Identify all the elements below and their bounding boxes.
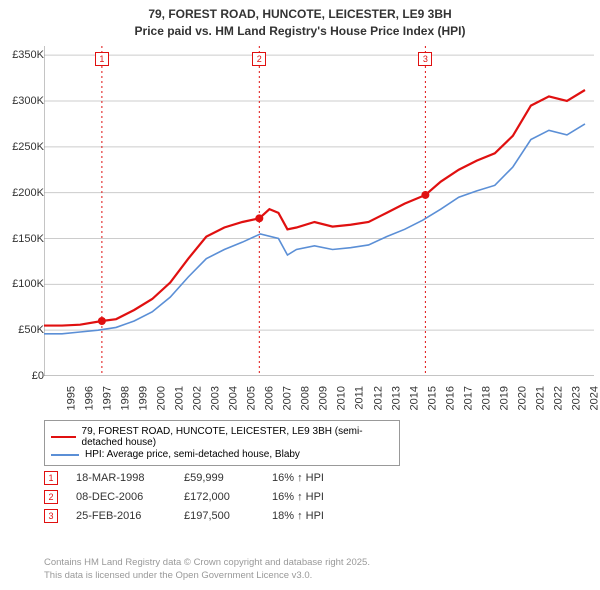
sales-row-date: 25-FEB-2016 — [76, 510, 166, 522]
legend: 79, FOREST ROAD, HUNCOTE, LEICESTER, LE9… — [44, 420, 400, 466]
y-tick-label: £200K — [4, 187, 44, 199]
y-tick-label: £100K — [4, 278, 44, 290]
sales-row-marker: 3 — [44, 509, 58, 523]
y-tick-label: £150K — [4, 233, 44, 245]
title-line-1: 79, FOREST ROAD, HUNCOTE, LEICESTER, LE9… — [0, 6, 600, 23]
sales-row-price: £172,000 — [184, 491, 254, 503]
sales-row: 2 08-DEC-2006 £172,000 16% ↑ HPI — [44, 490, 352, 504]
x-tick-label: 1997 — [102, 386, 114, 410]
x-tick-label: 2023 — [570, 386, 582, 410]
x-tick-label: 2019 — [498, 386, 510, 410]
x-tick-label: 2024 — [588, 386, 600, 410]
x-tick-label: 1999 — [138, 386, 150, 410]
y-tick-label: £50K — [4, 324, 44, 336]
x-tick-label: 1996 — [84, 386, 96, 410]
legend-row: HPI: Average price, semi-detached house,… — [51, 449, 393, 460]
sales-row-price: £59,999 — [184, 472, 254, 484]
legend-row: 79, FOREST ROAD, HUNCOTE, LEICESTER, LE9… — [51, 426, 393, 448]
sales-row-hpi: 16% ↑ HPI — [272, 491, 352, 503]
sale-marker-box: 1 — [95, 52, 109, 66]
chart-area — [44, 46, 594, 376]
sales-row: 1 18-MAR-1998 £59,999 16% ↑ HPI — [44, 471, 352, 485]
sale-marker-box: 3 — [418, 52, 432, 66]
legend-label: HPI: Average price, semi-detached house,… — [85, 449, 300, 460]
x-tick-label: 1995 — [65, 386, 77, 410]
sales-row-marker: 1 — [44, 471, 58, 485]
x-tick-label: 2007 — [282, 386, 294, 410]
footer-line-2: This data is licensed under the Open Gov… — [44, 570, 370, 582]
x-tick-label: 2021 — [534, 386, 546, 410]
x-tick-label: 2011 — [353, 386, 365, 410]
sales-row-hpi: 16% ↑ HPI — [272, 472, 352, 484]
chart-container: 79, FOREST ROAD, HUNCOTE, LEICESTER, LE9… — [0, 0, 600, 590]
legend-swatch — [51, 436, 76, 438]
sales-row-date: 08-DEC-2006 — [76, 491, 166, 503]
sales-row-hpi: 18% ↑ HPI — [272, 510, 352, 522]
y-tick-label: £0 — [4, 370, 44, 382]
x-tick-label: 2012 — [372, 386, 384, 410]
chart-svg — [44, 46, 594, 376]
sales-row: 3 25-FEB-2016 £197,500 18% ↑ HPI — [44, 509, 352, 523]
x-tick-label: 2005 — [246, 386, 258, 410]
x-tick-label: 2009 — [318, 386, 330, 410]
x-tick-label: 2022 — [552, 386, 564, 410]
x-tick-label: 2002 — [192, 386, 204, 410]
x-tick-label: 2004 — [228, 386, 240, 410]
x-tick-label: 2014 — [408, 386, 420, 410]
sales-row-marker: 2 — [44, 490, 58, 504]
y-tick-label: £300K — [4, 95, 44, 107]
x-tick-label: 1998 — [120, 386, 132, 410]
y-tick-label: £350K — [4, 49, 44, 61]
legend-label: 79, FOREST ROAD, HUNCOTE, LEICESTER, LE9… — [82, 426, 393, 448]
x-tick-label: 2001 — [174, 386, 186, 410]
sales-table: 1 18-MAR-1998 £59,999 16% ↑ HPI 2 08-DEC-2006… — [44, 466, 352, 528]
x-tick-label: 2015 — [426, 386, 438, 410]
x-tick-label: 2020 — [516, 386, 528, 410]
chart-title: 79, FOREST ROAD, HUNCOTE, LEICESTER, LE9… — [0, 0, 600, 40]
sales-row-price: £197,500 — [184, 510, 254, 522]
x-tick-label: 2017 — [462, 386, 474, 410]
sales-row-date: 18-MAR-1998 — [76, 472, 166, 484]
x-tick-label: 2003 — [210, 386, 222, 410]
x-tick-label: 2013 — [390, 386, 402, 410]
x-tick-label: 2010 — [336, 386, 348, 410]
x-tick-label: 2016 — [444, 386, 456, 410]
footer-attribution: Contains HM Land Registry data © Crown c… — [44, 557, 370, 582]
y-tick-label: £250K — [4, 141, 44, 153]
sale-marker-box: 2 — [252, 52, 266, 66]
x-tick-label: 2018 — [480, 386, 492, 410]
x-tick-label: 2006 — [264, 386, 276, 410]
x-tick-label: 2000 — [156, 386, 168, 410]
footer-line-1: Contains HM Land Registry data © Crown c… — [44, 557, 370, 569]
legend-swatch — [51, 454, 79, 456]
title-line-2: Price paid vs. HM Land Registry's House … — [0, 23, 600, 40]
x-tick-label: 2008 — [300, 386, 312, 410]
